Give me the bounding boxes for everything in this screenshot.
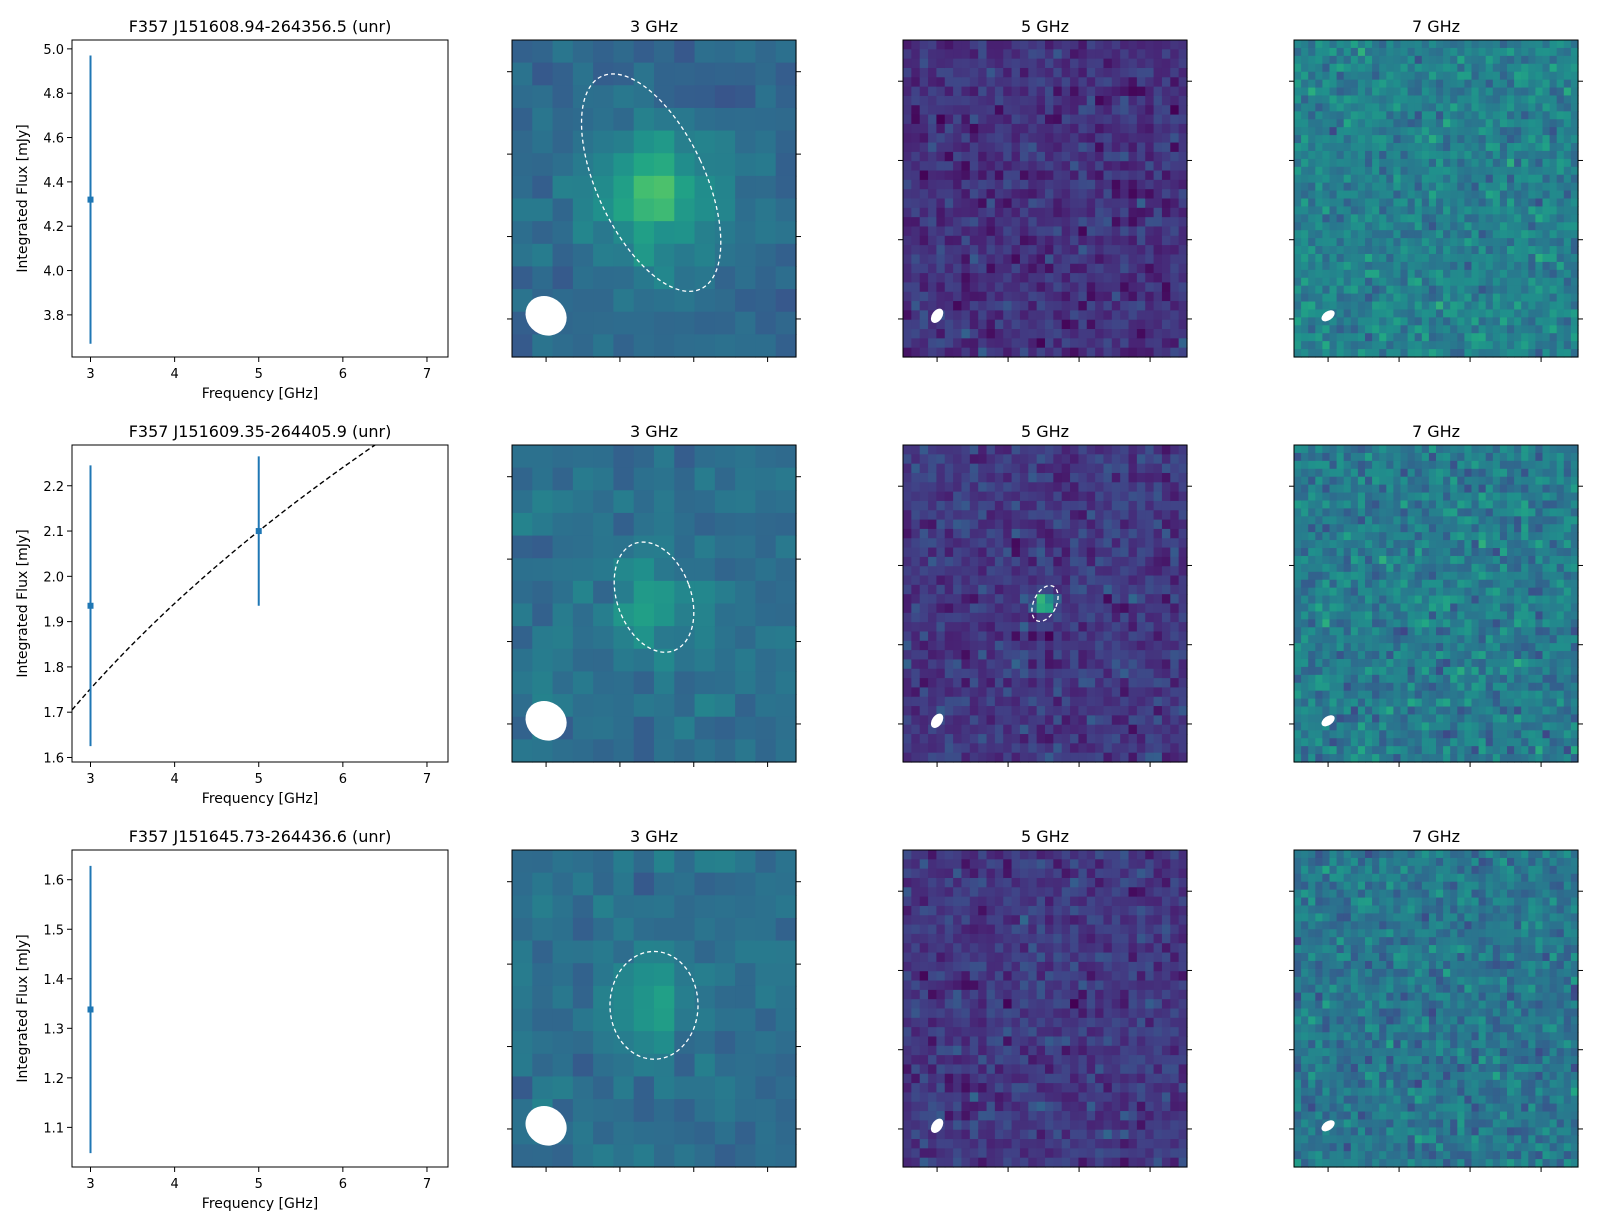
y-tick-label: 4.6 (43, 132, 64, 147)
cutout-image (1294, 40, 1579, 358)
x-tick-label: 6 (339, 1177, 347, 1192)
y-axis-label: Integrated Flux [mJy] (15, 934, 31, 1082)
spectrum-title: F357 J151608.94-264356.5 (unr) (129, 17, 392, 36)
x-tick-label: 5 (255, 772, 263, 787)
x-tick-label: 5 (255, 367, 263, 382)
source-ellipse (609, 950, 699, 1060)
x-axis-label: Frequency [GHz] (202, 386, 318, 402)
cutout-title: 5 GHz (1021, 17, 1069, 36)
beam-ellipse (1321, 310, 1335, 322)
y-tick-label: 4.4 (43, 176, 64, 191)
y-tick-label: 1.7 (43, 706, 64, 721)
cutout-frame (511, 39, 797, 358)
spectrum-axes (71, 849, 449, 1168)
data-point (87, 1006, 94, 1013)
x-tick-label: 6 (339, 772, 347, 787)
y-tick-label: 2.2 (43, 480, 64, 495)
beam-ellipse (525, 1105, 567, 1146)
source-ellipse (580, 73, 722, 293)
beam-ellipse (1321, 715, 1335, 727)
y-tick-label: 2.0 (43, 570, 64, 585)
y-tick-label: 1.2 (43, 1072, 64, 1087)
y-tick-label: 4.2 (43, 220, 64, 235)
beam-ellipse (525, 700, 567, 741)
y-tick-label: 4.0 (43, 265, 64, 280)
y-axis-label: Integrated Flux [mJy] (15, 529, 31, 677)
cutout-frame (902, 444, 1188, 763)
x-tick-label: 3 (86, 772, 94, 787)
cutout-image (1294, 445, 1579, 763)
cutout-frame (1293, 444, 1579, 763)
cutout-title: 5 GHz (1021, 827, 1069, 846)
cutout-frame (511, 444, 797, 763)
cutout-title: 5 GHz (1021, 422, 1069, 441)
x-tick-label: 4 (170, 367, 178, 382)
cutout-frame (1293, 39, 1579, 358)
data-point (255, 528, 262, 535)
cutout-image (512, 445, 797, 763)
y-tick-label: 5.0 (43, 43, 64, 58)
x-axis-label: Frequency [GHz] (202, 791, 318, 807)
y-tick-label: 1.6 (43, 751, 64, 766)
y-tick-label: 2.1 (43, 525, 64, 540)
y-tick-label: 1.8 (43, 661, 64, 676)
x-tick-label: 3 (86, 367, 94, 382)
y-tick-label: 1.5 (43, 923, 64, 938)
y-axis-label: Integrated Flux [mJy] (15, 124, 31, 272)
spectrum-title: F357 J151645.73-264436.6 (unr) (129, 827, 392, 846)
beam-ellipse (930, 308, 944, 323)
cutout-image (903, 445, 1188, 763)
data-point (87, 196, 94, 203)
spectrum-axes (71, 444, 449, 763)
spectrum-title: F357 J151609.35-264405.9 (unr) (129, 422, 392, 441)
x-tick-label: 7 (423, 1177, 431, 1192)
cutout-title: 3 GHz (630, 17, 678, 36)
x-axis-label: Frequency [GHz] (202, 1196, 318, 1212)
y-tick-label: 3.8 (43, 309, 64, 324)
cutout-title: 7 GHz (1412, 17, 1460, 36)
y-tick-label: 1.1 (43, 1121, 64, 1136)
y-tick-label: 1.6 (43, 874, 64, 889)
y-tick-label: 1.9 (43, 616, 64, 631)
beam-ellipse (1321, 1120, 1335, 1132)
cutout-title: 3 GHz (630, 827, 678, 846)
x-tick-label: 4 (170, 1177, 178, 1192)
cutout-image (903, 850, 1188, 1168)
cutout-frame (902, 849, 1188, 1168)
cutout-image (903, 40, 1188, 358)
cutout-frame (902, 39, 1188, 358)
cutout-title: 3 GHz (630, 422, 678, 441)
cutout-title: 7 GHz (1412, 827, 1460, 846)
source-ellipse (613, 541, 695, 653)
beam-ellipse (525, 295, 567, 336)
cutout-image (512, 40, 797, 358)
beam-ellipse (930, 713, 944, 728)
x-tick-label: 5 (255, 1177, 263, 1192)
x-tick-label: 3 (86, 1177, 94, 1192)
y-tick-label: 4.8 (43, 87, 64, 102)
cutout-frame (1293, 849, 1579, 1168)
x-tick-label: 7 (423, 367, 431, 382)
beam-ellipse (930, 1118, 944, 1133)
x-tick-label: 6 (339, 367, 347, 382)
cutout-frame (511, 849, 797, 1168)
data-point (87, 602, 94, 609)
cutout-image (1294, 850, 1579, 1168)
x-tick-label: 7 (423, 772, 431, 787)
y-tick-label: 1.3 (43, 1022, 64, 1037)
cutout-title: 7 GHz (1412, 422, 1460, 441)
x-tick-label: 4 (170, 772, 178, 787)
spectrum-axes (71, 39, 449, 358)
y-tick-label: 1.4 (43, 973, 64, 988)
cutout-image (512, 850, 797, 1168)
